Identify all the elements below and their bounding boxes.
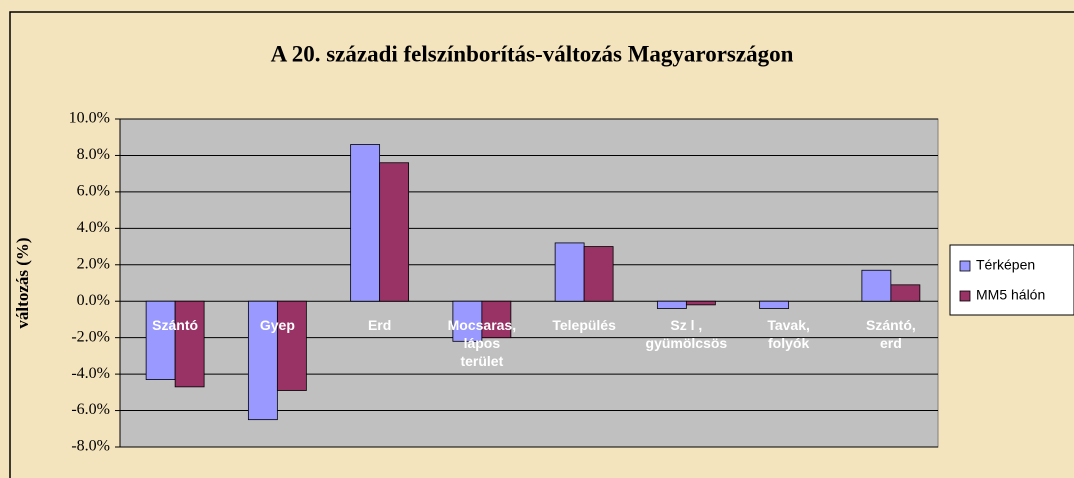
chart-title: A 20. századi felszínborítás-változás Ma… bbox=[271, 41, 794, 66]
y-tick-label: 0.0% bbox=[77, 292, 110, 309]
plot-area bbox=[119, 118, 939, 448]
y-axis-label: változás (%) bbox=[13, 237, 32, 328]
bar bbox=[247, 300, 278, 421]
y-tick-label: -6.0% bbox=[71, 401, 110, 418]
bar bbox=[145, 300, 176, 380]
y-tick-label: 2.0% bbox=[77, 255, 110, 272]
y-tick-label: -8.0% bbox=[71, 438, 110, 455]
bar bbox=[583, 246, 614, 302]
y-tick-label: -4.0% bbox=[71, 365, 110, 382]
bar bbox=[685, 300, 716, 306]
bar bbox=[890, 284, 921, 302]
y-tick-label: 10.0% bbox=[69, 110, 110, 127]
x-tick-label: Sz l , gyümölcsös bbox=[646, 317, 728, 351]
y-tick-label: 8.0% bbox=[77, 146, 110, 163]
y-tick-label: 6.0% bbox=[77, 183, 110, 200]
x-tick-label: Gyep bbox=[260, 317, 295, 333]
bar bbox=[452, 300, 483, 342]
x-tick-label: Erd bbox=[368, 317, 391, 333]
y-tick-label: 4.0% bbox=[77, 219, 110, 236]
bar bbox=[350, 144, 381, 302]
x-tick-label: Település bbox=[552, 317, 616, 333]
legend-swatch bbox=[959, 260, 971, 272]
legend-label: Térképen bbox=[976, 257, 1035, 273]
legend-label: MM5 hálón bbox=[976, 287, 1045, 303]
bar bbox=[379, 162, 410, 302]
bar bbox=[656, 300, 687, 309]
bar bbox=[759, 300, 790, 309]
x-tick-label: Szántó, erd bbox=[866, 317, 916, 351]
bar bbox=[481, 300, 512, 339]
legend bbox=[949, 244, 1074, 316]
bar bbox=[861, 269, 892, 302]
x-tick-label: Szántó bbox=[152, 317, 198, 333]
y-tick-label: -2.0% bbox=[71, 328, 110, 345]
bar bbox=[554, 242, 585, 302]
x-tick-label: Mocsaras, lápos terület bbox=[448, 317, 516, 369]
chart-frame bbox=[9, 11, 1074, 478]
bar bbox=[174, 300, 205, 388]
x-tick-label: Tavak, folyók bbox=[767, 317, 810, 351]
bar bbox=[276, 300, 307, 391]
legend-swatch bbox=[959, 290, 971, 302]
